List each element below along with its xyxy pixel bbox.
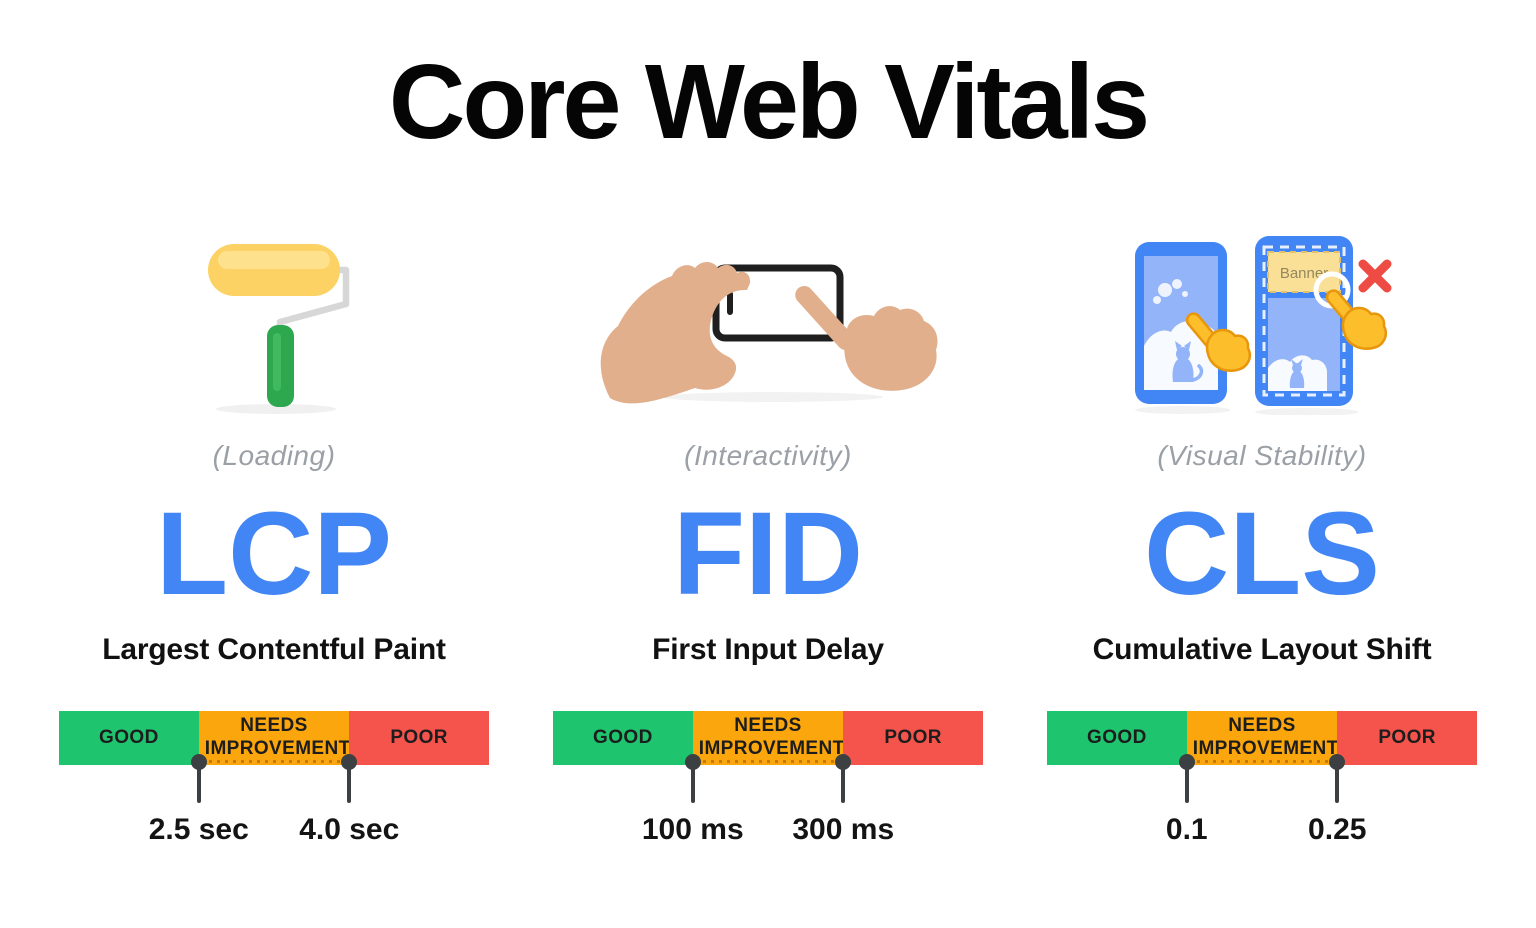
metric-column-lcp: (Loading) LCP Largest Contentful Paint G… [59, 229, 489, 856]
threshold-labels: 100 ms 300 ms [553, 765, 983, 857]
phone-before [1135, 241, 1227, 404]
icon-shadow [1135, 405, 1231, 414]
threshold-value: 4.0 sec [299, 812, 400, 846]
metric-scale: GOOD NEEDS IMPROVEMENT POOR [553, 710, 983, 803]
metric-abbr: FID [672, 488, 864, 621]
scale-segment-label: POOR [390, 726, 448, 748]
scale-segment-label: POOR [884, 726, 942, 748]
scale-segment-good: GOOD [553, 710, 693, 765]
scale-segment-needs-improvement: NEEDS IMPROVEMENT [692, 710, 845, 765]
threshold-pin [690, 764, 695, 803]
cat-illustration [1172, 340, 1204, 382]
threshold-value: 300 ms [792, 812, 895, 846]
scale-segment-label: NEEDS IMPROVEMENT [204, 715, 351, 759]
scale-segment-poor: POOR [1337, 710, 1477, 765]
roller-highlight [218, 250, 330, 269]
threshold-labels: 0.1 0.25 [1047, 765, 1477, 857]
metric-category: (Interactivity) [684, 440, 852, 472]
holding-hand [600, 261, 751, 404]
scale-segment-poor: POOR [843, 710, 983, 765]
metric-column-cls: Banner [1047, 229, 1477, 856]
layout-shift-icon: Banner [1127, 229, 1397, 415]
error-x-icon [1358, 259, 1392, 293]
metric-name: Cumulative Layout Shift [1092, 632, 1432, 666]
icon-shadow [1255, 407, 1359, 415]
threshold-pin [1184, 764, 1189, 803]
scale-segment-needs-improvement: NEEDS IMPROVEMENT [198, 710, 351, 765]
banner-label: Banner [1280, 265, 1328, 282]
threshold-labels: 2.5 sec 4.0 sec [59, 765, 489, 857]
threshold-pin [347, 764, 352, 803]
scale-segment-label: GOOD [593, 726, 653, 748]
metric-name: Largest Contentful Paint [102, 632, 446, 666]
cat-illustration [1289, 358, 1305, 388]
phone-camera [727, 290, 733, 315]
metric-category: (Loading) [212, 440, 336, 472]
tapping-hand [795, 285, 938, 391]
metric-scale: GOOD NEEDS IMPROVEMENT POOR [1047, 710, 1477, 803]
threshold-pin [196, 764, 201, 803]
pointer-hand-icon [1185, 312, 1252, 372]
handle-highlight [273, 332, 281, 391]
metric-name: First Input Delay [652, 632, 884, 666]
page-title: Core Web Vitals [388, 43, 1150, 161]
scale-segment-good: GOOD [59, 710, 199, 765]
metric-column-fid: (Interactivity) FID First Input Delay GO… [553, 229, 983, 856]
metric-columns: (Loading) LCP Largest Contentful Paint G… [0, 229, 1536, 856]
metric-category: (Visual Stability) [1157, 440, 1367, 472]
scale-segment-label: GOOD [99, 726, 159, 748]
scale-segment-label: NEEDS IMPROVEMENT [698, 715, 845, 759]
phone-after: Banner [1255, 235, 1353, 406]
icon-shadow [663, 391, 883, 402]
threshold-pin [1335, 764, 1340, 803]
threshold-value: 100 ms [641, 812, 744, 846]
threshold-value: 0.25 [1308, 812, 1367, 846]
scale-segment-label: NEEDS IMPROVEMENT [1192, 715, 1339, 759]
threshold-value: 0.1 [1165, 812, 1208, 846]
metric-scale: GOOD NEEDS IMPROVEMENT POOR [59, 710, 489, 803]
threshold-pin [841, 764, 846, 803]
metric-abbr: LCP [156, 488, 392, 621]
scale-segment-good: GOOD [1047, 710, 1187, 765]
scale-segment-needs-improvement: NEEDS IMPROVEMENT [1186, 710, 1339, 765]
threshold-value: 2.5 sec [148, 812, 249, 846]
scale-segment-label: POOR [1378, 726, 1436, 748]
scale-segment-label: GOOD [1087, 726, 1147, 748]
icon-shadow [216, 403, 336, 414]
scale-segment-poor: POOR [349, 710, 489, 765]
tap-phone-icon [598, 229, 938, 415]
metric-abbr: CLS [1144, 488, 1380, 621]
paint-roller-icon [174, 229, 374, 415]
pointer-hand-icon [1325, 289, 1388, 350]
core-web-vitals-infographic: Core Web Vitals (Loading) LCP Largest Co… [0, 46, 1536, 928]
